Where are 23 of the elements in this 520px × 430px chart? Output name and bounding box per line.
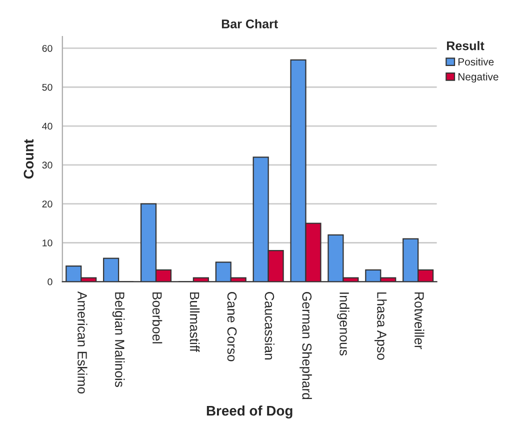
x-tick-label: Rotweiller (414, 292, 424, 350)
y-tick-label: 20 (42, 200, 52, 208)
y-axis-title: Count (24, 139, 34, 179)
x-tick-label: Indigenous (337, 292, 350, 356)
legend-label: Negative (458, 72, 498, 83)
y-tick-label: 50 (42, 84, 52, 91)
legend-label: Positive (458, 58, 494, 66)
x-tick-label: Boerboel (152, 292, 162, 344)
y-tick-label: 60 (42, 44, 52, 52)
chart-title: Bar Chart (222, 19, 278, 28)
legend-title: Result (447, 41, 484, 50)
x-tick-label: Belgian Malinois (112, 292, 125, 387)
y-tick-label: 10 (42, 239, 52, 246)
x-axis-title: Breed of Dog (206, 405, 292, 418)
y-tick-label: 0 (48, 278, 52, 286)
x-tick-label: Bullmastiff (190, 292, 200, 352)
x-tick-label: Cane Corso (227, 292, 237, 362)
x-tick-label: Lhasa Apso (374, 292, 387, 360)
y-tick-label: 40 (42, 122, 52, 130)
x-tick-label: American Eskimo (78, 291, 88, 394)
x-tick-label: Caucassian (264, 292, 274, 360)
x-tick-label: German Shephard (300, 292, 312, 400)
y-tick-label: 30 (42, 162, 52, 169)
